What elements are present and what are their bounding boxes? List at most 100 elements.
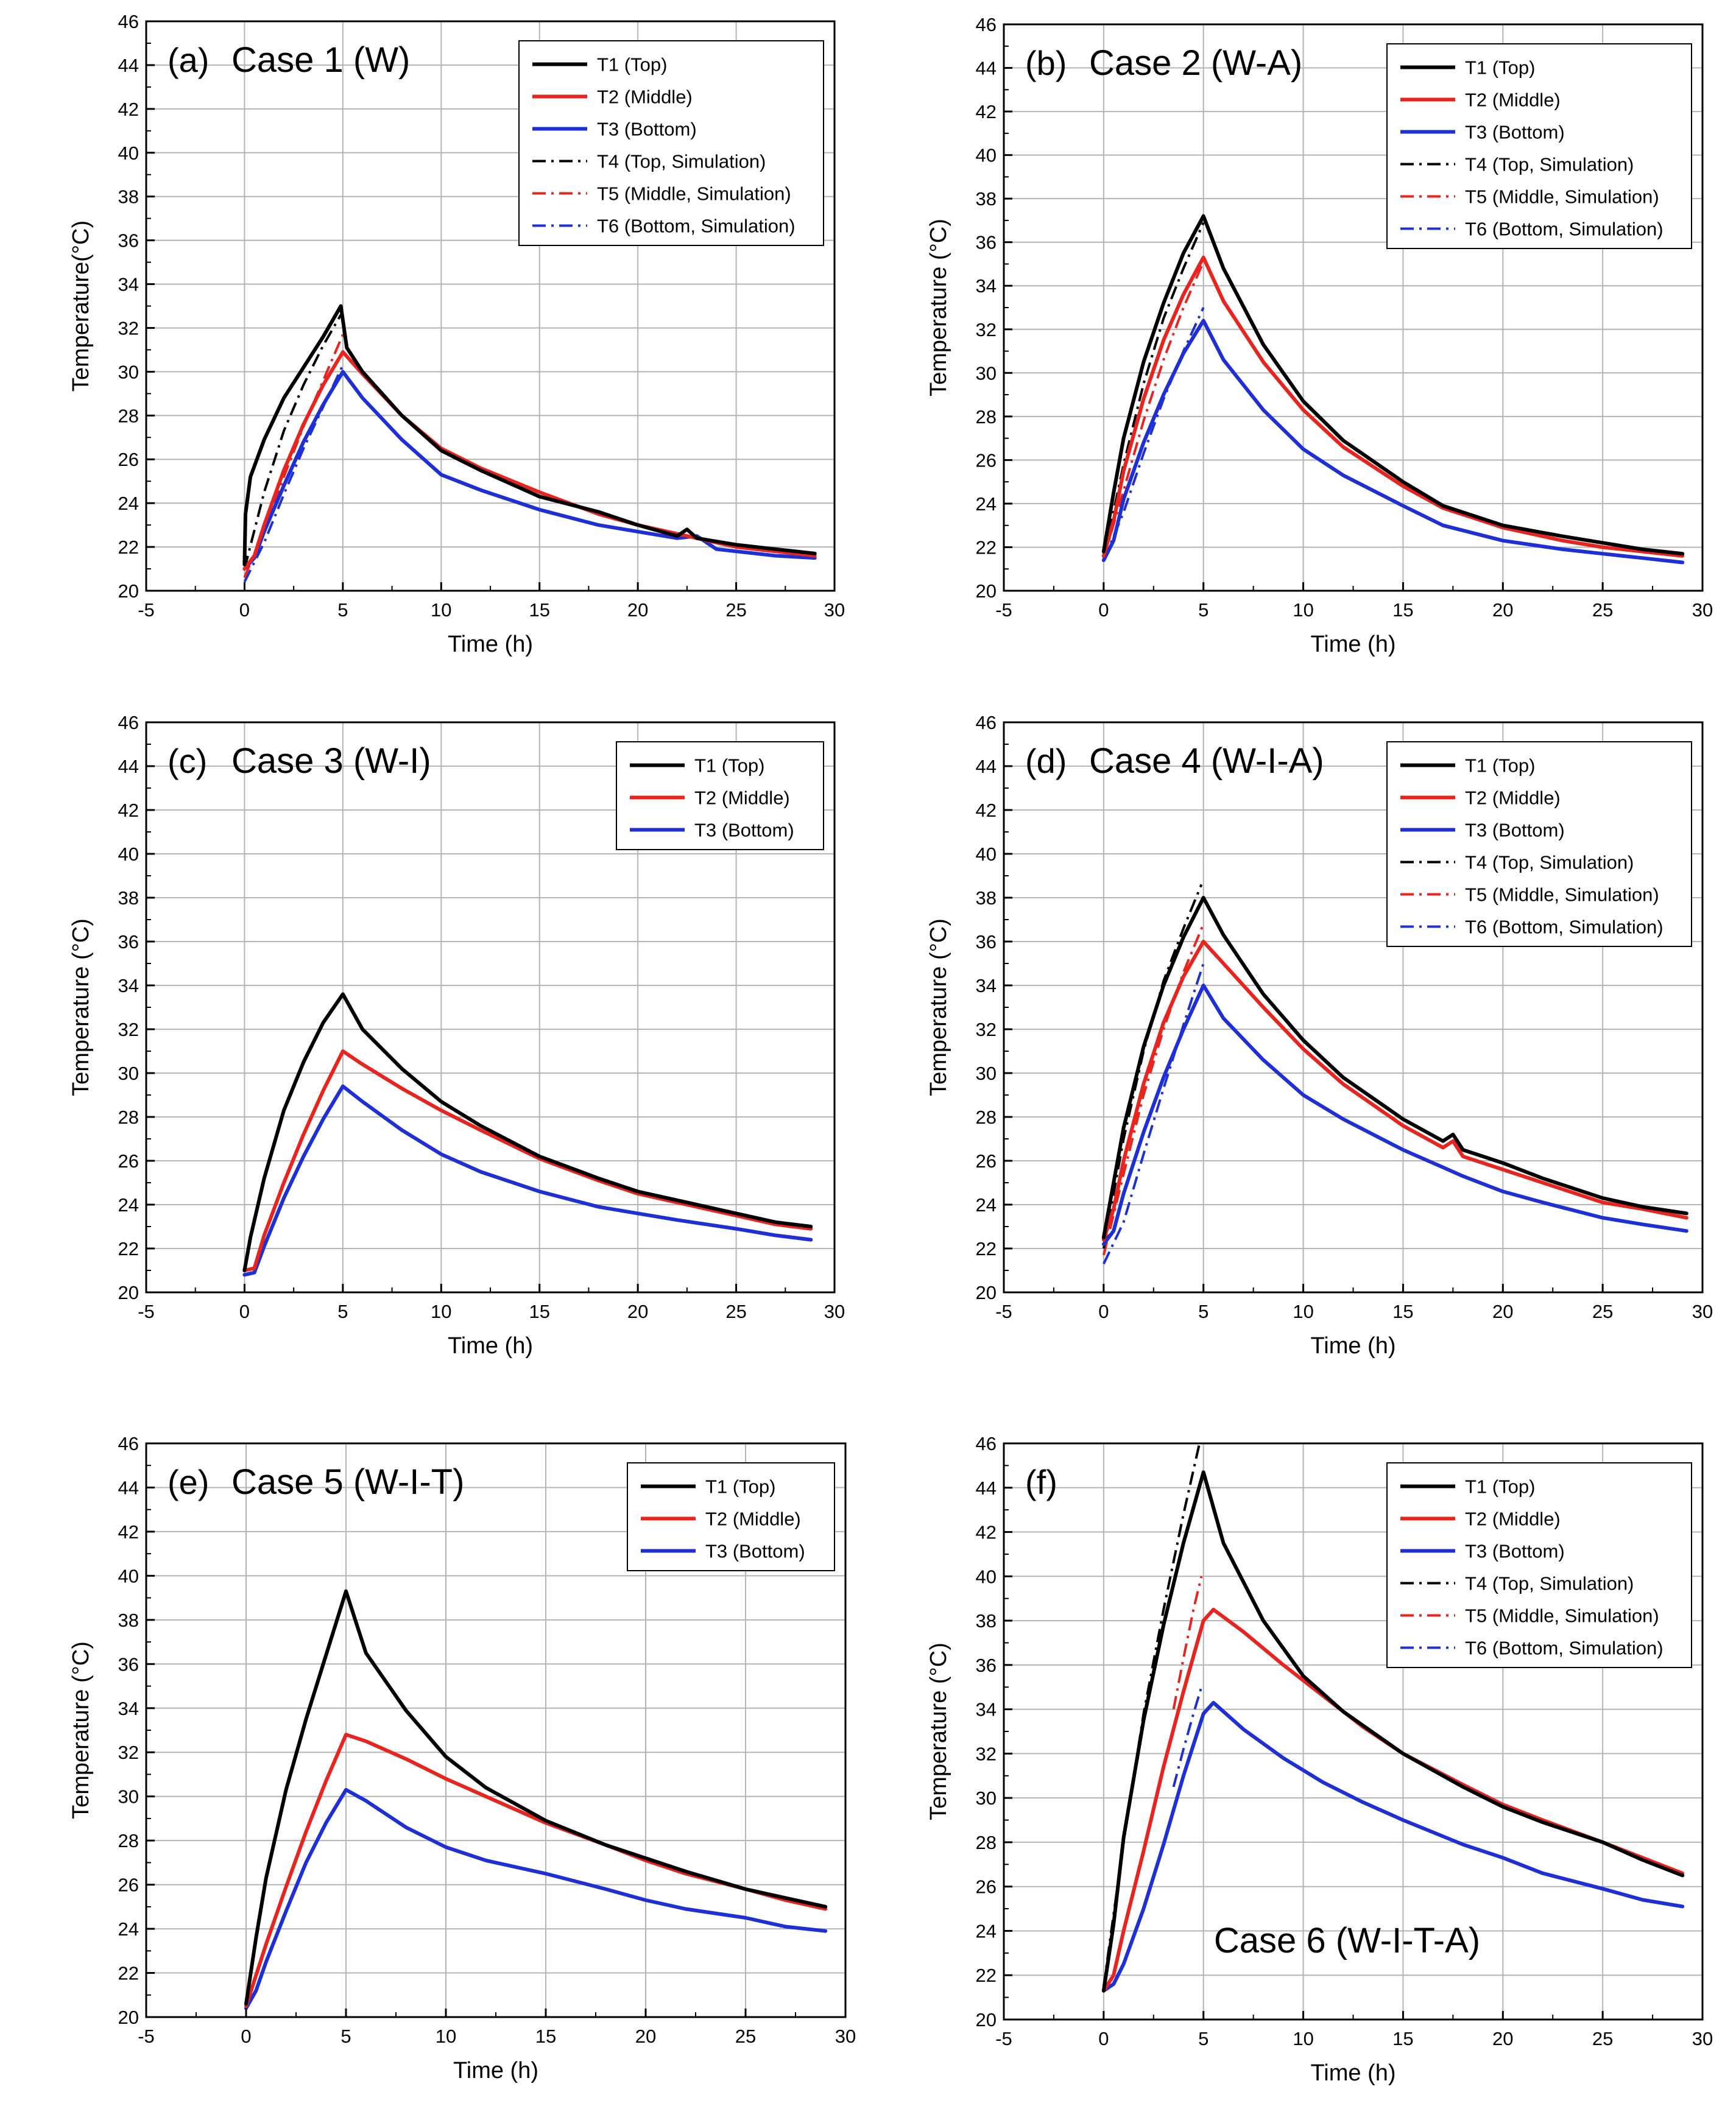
y-tick-label: 20 bbox=[976, 580, 997, 602]
x-tick-label: 25 bbox=[1592, 2028, 1613, 2049]
y-tick-label: 28 bbox=[118, 1107, 139, 1128]
y-tick-label: 42 bbox=[976, 1522, 997, 1543]
series-line-t3 bbox=[1101, 984, 1688, 1246]
series-line-t1 bbox=[1101, 214, 1685, 556]
y-tick-label: 44 bbox=[118, 1477, 139, 1498]
y-tick-label: 36 bbox=[118, 1653, 139, 1675]
x-tick-label: 0 bbox=[239, 1301, 250, 1322]
series-line-t6 bbox=[1103, 307, 1205, 561]
y-tick-label: 28 bbox=[976, 1107, 997, 1128]
x-tick-label: 10 bbox=[431, 1301, 451, 1322]
legend: T1 (Top) T2 (Middle) T3 (Bottom) T4 (Top, S… bbox=[1386, 1462, 1692, 1668]
y-tick-label: 24 bbox=[976, 1194, 997, 1216]
y-tick-label: 26 bbox=[118, 1875, 139, 1896]
legend-label-t4: T4 (Top, Simulation) bbox=[1465, 154, 1634, 175]
x-tick-label: 10 bbox=[1293, 599, 1313, 621]
y-tick-label: 24 bbox=[118, 1918, 139, 1940]
series-line-t6 bbox=[1103, 963, 1205, 1265]
y-tick-label: 34 bbox=[976, 975, 997, 996]
panel-label: (d) bbox=[1025, 742, 1067, 780]
y-tick-label: 34 bbox=[976, 275, 997, 297]
case-title: Case 1 (W) bbox=[231, 40, 410, 80]
case-title: Case 3 (W-I) bbox=[231, 741, 431, 781]
y-tick-label: 36 bbox=[976, 931, 997, 953]
series-line-t1 bbox=[244, 1589, 828, 2006]
legend-label-t3: T3 (Bottom) bbox=[597, 119, 697, 140]
x-tick-label: 30 bbox=[1692, 1301, 1713, 1322]
legend-label-t6: T6 (Bottom, Simulation) bbox=[1465, 917, 1664, 938]
x-tick-label: 0 bbox=[1098, 2028, 1109, 2049]
y-tick-label: 36 bbox=[976, 1655, 997, 1676]
x-axis-title: Time (h) bbox=[453, 2058, 538, 2083]
panel-label: (c) bbox=[168, 742, 207, 780]
panel-c: -5 0 5 10 15 20 25 30 20 22 24 26 28 30 32 34 36 38 40 42 44… bbox=[68, 712, 845, 1359]
y-tick-label: 46 bbox=[976, 1433, 997, 1454]
legend: T1 (Top) T2 (Middle) T3 (Bottom) T4 (Top, S… bbox=[1386, 43, 1692, 249]
y-tick-label: 30 bbox=[118, 1786, 139, 1808]
series-line-t1 bbox=[1101, 1470, 1685, 1993]
y-tick-label: 34 bbox=[118, 975, 139, 996]
series-line-t3 bbox=[244, 1787, 828, 2010]
legend-label-t1: T1 (Top) bbox=[597, 54, 667, 76]
x-tick-label: 5 bbox=[337, 1301, 348, 1322]
y-tick-label: 32 bbox=[118, 317, 139, 339]
y-tick-label: 40 bbox=[118, 1565, 139, 1586]
legend-label-t4: T4 (Top, Simulation) bbox=[597, 151, 766, 172]
series-line-t1 bbox=[1101, 896, 1688, 1239]
y-tick-label: 44 bbox=[976, 1477, 997, 1499]
x-tick-label: 5 bbox=[337, 599, 348, 621]
x-axis-title: Time (h) bbox=[448, 632, 533, 657]
legend-label-t2: T2 (Middle) bbox=[1465, 90, 1561, 111]
series-line-t4 bbox=[1102, 1443, 1201, 1987]
legend: T1 (Top) T2 (Middle) T3 (Bottom) T4 (Top, S… bbox=[1386, 741, 1692, 947]
x-tick-label: -5 bbox=[995, 1301, 1012, 1322]
y-tick-label: 34 bbox=[118, 1698, 139, 1719]
x-tick-label: 0 bbox=[1098, 599, 1109, 621]
panel-a: -5 0 5 10 15 20 25 30 20 22 24 26 28 30 32 34 36 38 40 42 44… bbox=[68, 11, 845, 657]
x-tick-label: 20 bbox=[635, 2026, 656, 2047]
legend-box bbox=[518, 40, 824, 246]
legend-label-t3: T3 (Bottom) bbox=[1465, 820, 1565, 841]
panel-label: (e) bbox=[168, 1463, 209, 1501]
y-tick-label: 36 bbox=[118, 931, 139, 953]
y-tick-label: 26 bbox=[118, 449, 139, 470]
legend: T1 (Top) T2 (Middle) T3 (Bottom) T4 (Top, S… bbox=[518, 40, 824, 246]
y-tick-label: 42 bbox=[118, 1521, 139, 1543]
legend-label-t3: T3 (Bottom) bbox=[1465, 1541, 1565, 1562]
x-tick-label: 10 bbox=[1293, 2028, 1313, 2049]
y-tick-label: 38 bbox=[976, 1610, 997, 1632]
x-tick-label: 15 bbox=[1392, 2028, 1413, 2049]
series-line-t5 bbox=[1172, 1576, 1203, 1710]
y-tick-label: 26 bbox=[976, 1876, 997, 1898]
series-line-t3 bbox=[242, 370, 817, 571]
y-tick-label: 24 bbox=[976, 493, 997, 515]
series-line-t5 bbox=[1102, 261, 1205, 558]
x-tick-label: 20 bbox=[1492, 2028, 1513, 2049]
x-tick-label: 30 bbox=[824, 1301, 845, 1322]
legend-label-t2: T2 (Middle) bbox=[1465, 787, 1561, 809]
y-tick-label: 40 bbox=[976, 843, 997, 865]
y-tick-label: 38 bbox=[976, 188, 997, 210]
panel-f: -5 0 5 10 15 20 25 30 20 22 24 26 28 30 32 34 36 38 40 42 44… bbox=[926, 1433, 1713, 2086]
legend-label-t2: T2 (Middle) bbox=[705, 1509, 801, 1530]
y-tick-label: 46 bbox=[976, 14, 997, 35]
y-tick-label: 42 bbox=[118, 800, 139, 821]
x-tick-label: 10 bbox=[436, 2026, 456, 2047]
legend-label-t2: T2 (Middle) bbox=[1465, 1509, 1561, 1530]
y-tick-label: 26 bbox=[976, 449, 997, 471]
y-tick-label: 26 bbox=[118, 1150, 139, 1172]
y-tick-label: 40 bbox=[976, 1566, 997, 1587]
series-line-t2 bbox=[242, 1049, 813, 1272]
case-title: Case 6 (W-I-T-A) bbox=[1214, 1921, 1480, 1960]
y-tick-label: 36 bbox=[976, 232, 997, 253]
series-line-t3 bbox=[1101, 319, 1685, 565]
x-tick-label: 15 bbox=[535, 2026, 556, 2047]
case-title: Case 4 (W-I-A) bbox=[1089, 741, 1324, 781]
legend-label-t2: T2 (Middle) bbox=[694, 787, 790, 809]
legend-box bbox=[1386, 741, 1692, 947]
panel-label: (b) bbox=[1025, 44, 1067, 82]
y-axis-title: Temperature (°C) bbox=[926, 219, 951, 396]
y-tick-label: 34 bbox=[118, 274, 139, 295]
y-tick-label: 30 bbox=[976, 1063, 997, 1084]
series-line-t2 bbox=[1101, 940, 1688, 1242]
